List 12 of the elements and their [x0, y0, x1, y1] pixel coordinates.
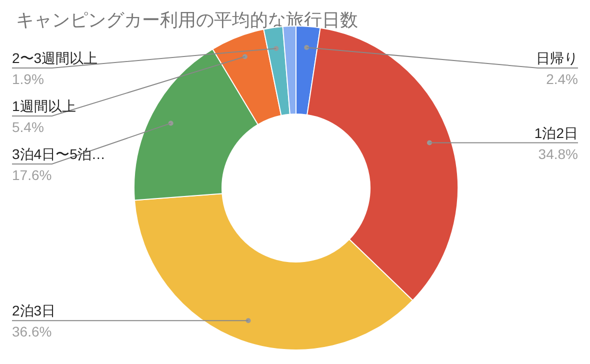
slice-label: 2〜3週間以上: [12, 50, 98, 66]
data-label: 36.6%: [12, 324, 52, 340]
slice-label: 2泊3日: [12, 302, 56, 319]
slice-label: 3泊4日〜5泊…: [12, 146, 106, 162]
slice-label: 1週間以上: [12, 98, 76, 114]
slice-label: 日帰り: [536, 50, 578, 66]
data-label: 34.8%: [538, 146, 578, 162]
slice-label: 1泊2日: [534, 124, 578, 141]
data-label: 1.9%: [12, 71, 44, 87]
data-label: 5.4%: [12, 119, 44, 135]
data-label: 17.6%: [12, 167, 52, 183]
data-label: 2.4%: [546, 71, 578, 87]
